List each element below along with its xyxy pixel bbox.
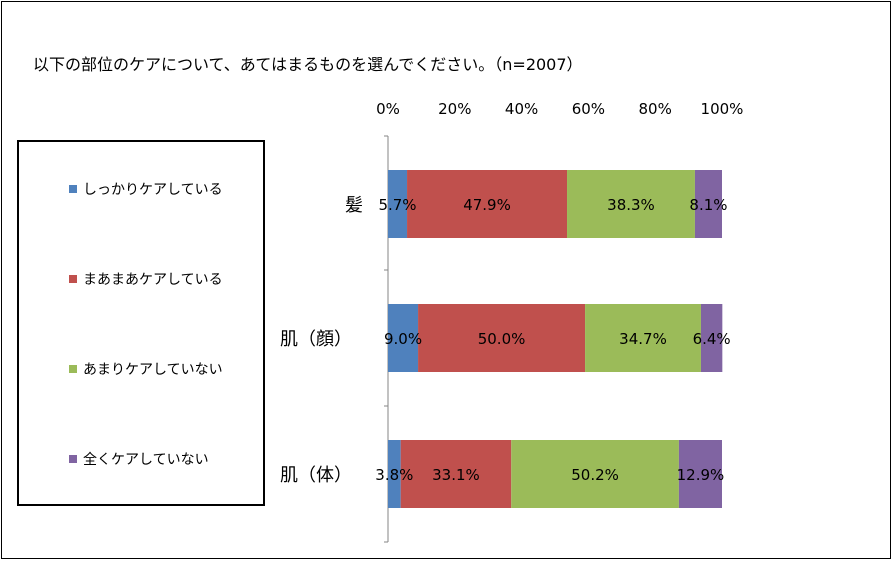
data-label-series-1: 47.9% — [463, 196, 511, 214]
legend-swatch-series-2 — [69, 365, 77, 373]
data-label-series-0: 9.0% — [384, 330, 422, 348]
bar-segment-series-3 — [700, 304, 723, 372]
bar-segment-series-0 — [388, 170, 408, 238]
bar-segment-series-2 — [585, 304, 701, 372]
data-label-series-2: 38.3% — [607, 196, 655, 214]
bar-segment-series-1 — [407, 170, 568, 238]
legend-swatch-series-3 — [69, 455, 77, 463]
legend-swatch-series-1 — [69, 275, 77, 283]
legend-label-series-1: まあまあケアしている — [83, 272, 223, 288]
legend-swatch-series-0 — [69, 185, 77, 193]
category-label: 肌（体） — [280, 465, 352, 486]
x-tick-label: 40% — [505, 100, 538, 118]
x-tick-label: 0% — [376, 100, 400, 118]
legend-label-series-3: 全くケアしていない — [83, 452, 209, 468]
data-label-series-3: 8.1% — [689, 196, 727, 214]
legend-label-series-2: あまりケアしていない — [83, 362, 223, 378]
bar-segment-series-3 — [678, 440, 722, 508]
data-label-series-1: 33.1% — [432, 466, 480, 484]
data-label-series-0: 3.8% — [375, 466, 413, 484]
bar-segment-series-1 — [418, 304, 586, 372]
data-label-series-3: 12.9% — [677, 466, 725, 484]
bar-segment-series-3 — [694, 170, 722, 238]
bar-segment-series-2 — [567, 170, 695, 238]
bar-segment-series-2 — [511, 440, 679, 508]
category-label: 髪 — [345, 194, 363, 216]
bar-segment-series-1 — [400, 440, 512, 508]
legend-label-series-0: しっかりケアしている — [83, 182, 223, 198]
x-tick-label: 80% — [639, 100, 672, 118]
legend-item-series-0: しっかりケアしている — [69, 179, 223, 199]
chart-title: 以下の部位のケアについて、あてはまるものを選んでください。（n=2007） — [33, 55, 583, 74]
x-tick-label: 60% — [572, 100, 605, 118]
data-label-series-1: 50.0% — [478, 330, 526, 348]
legend: しっかりケアしている まあまあケアしている あまりケアしていない 全くケアしてい… — [17, 140, 265, 506]
legend-item-series-3: 全くケアしていない — [69, 449, 209, 469]
x-tick-label: 100% — [701, 100, 744, 118]
bar-segment-series-0 — [388, 304, 419, 372]
data-label-series-2: 50.2% — [571, 466, 619, 484]
data-label-series-0: 5.7% — [378, 196, 416, 214]
data-label-series-2: 34.7% — [619, 330, 667, 348]
data-label-series-3: 6.4% — [693, 330, 731, 348]
legend-item-series-1: まあまあケアしている — [69, 269, 223, 289]
bar-segment-series-0 — [388, 440, 401, 508]
legend-item-series-2: あまりケアしていない — [69, 359, 223, 379]
x-tick-label: 20% — [438, 100, 471, 118]
category-label: 肌（顔） — [280, 329, 352, 350]
